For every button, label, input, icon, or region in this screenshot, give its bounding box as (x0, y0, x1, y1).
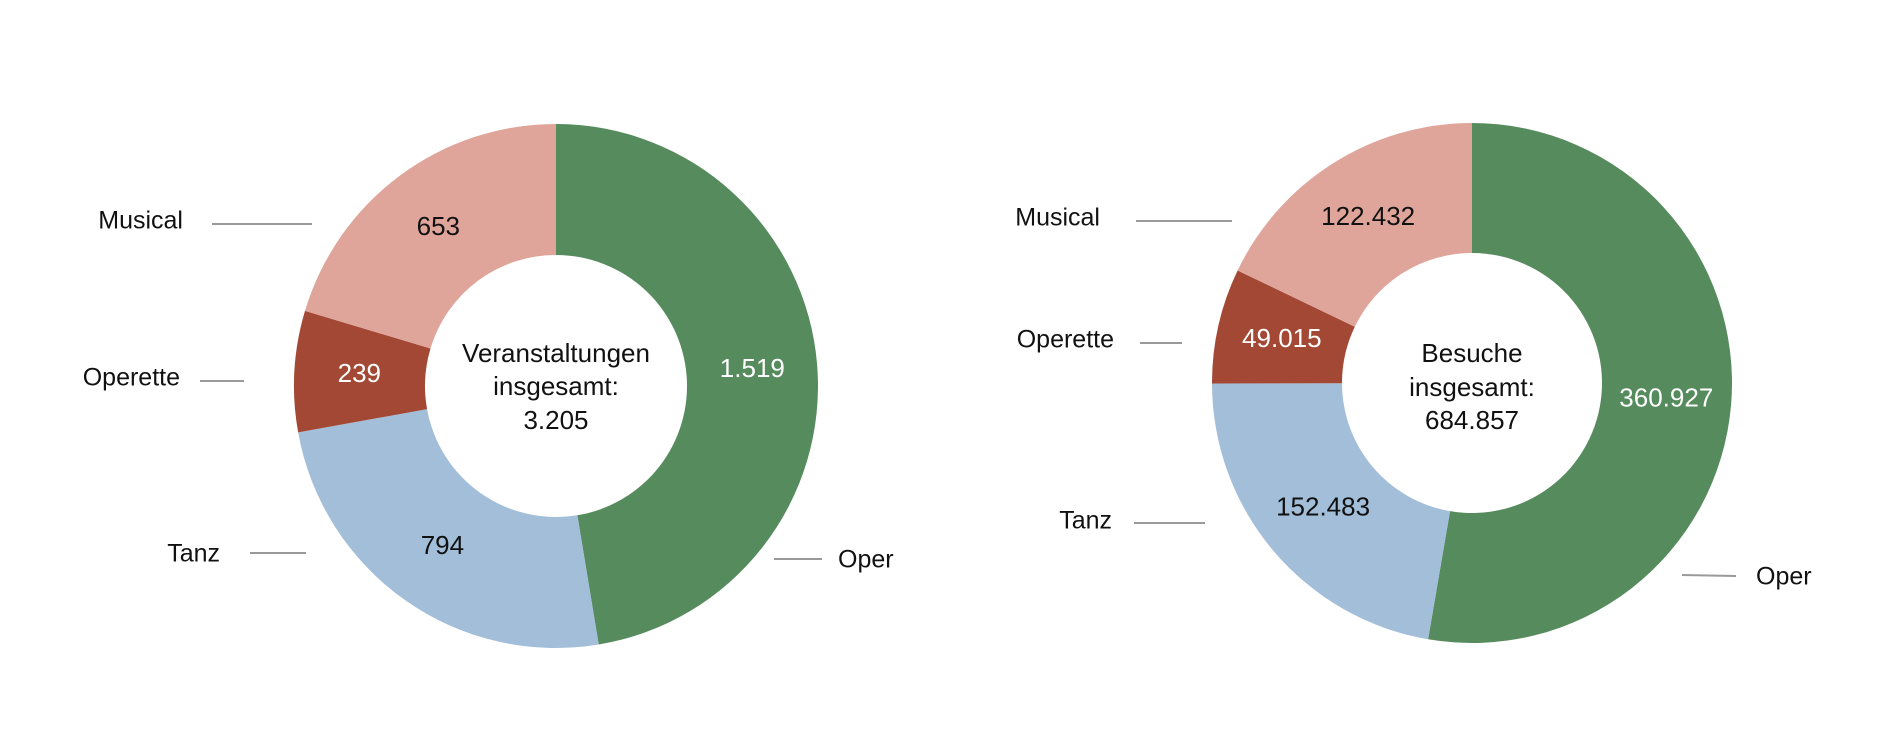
slice-musical (304, 124, 556, 349)
center-text-line-1: Besuche (1421, 338, 1522, 368)
center-text-line-2: insgesamt: (493, 371, 619, 401)
center-text-line-1: Veranstaltungen (462, 338, 650, 368)
category-label-musical: Musical (98, 207, 183, 235)
value-label-musical: 122.432 (1321, 201, 1415, 231)
category-label-tanz: Tanz (1059, 507, 1112, 535)
slice-oper (1428, 123, 1732, 643)
category-label-operette: Operette (1017, 326, 1114, 354)
donut-chart-events: 1.519 794 239 653 Oper Tanz Operette Musical Ver… (83, 124, 894, 648)
slice-oper (556, 124, 819, 645)
category-label-operette: Operette (83, 364, 180, 392)
value-label-tanz: 152.483 (1276, 492, 1370, 522)
category-label-tanz: Tanz (167, 540, 220, 568)
center-text-line-3: 3.205 (523, 405, 588, 435)
slice-operette (294, 310, 431, 433)
value-label-oper: 360.927 (1619, 382, 1713, 412)
value-label-operette: 49.015 (1242, 323, 1322, 353)
value-label-tanz: 794 (421, 530, 464, 560)
center-text-line-2: insgesamt: (1409, 372, 1535, 402)
center-text-line-3: 684.857 (1425, 405, 1519, 435)
slice-musical (1237, 123, 1472, 327)
slice-tanz (1212, 383, 1451, 640)
category-label-oper: Oper (1756, 563, 1812, 591)
leader-line-oper (1681, 574, 1737, 577)
value-label-oper: 1.519 (720, 353, 785, 383)
value-label-musical: 653 (417, 211, 460, 241)
category-label-musical: Musical (1015, 204, 1100, 232)
donut-chart-visits: 360.927 152.483 49.015 122.432 Oper Tanz Opere… (1015, 123, 1812, 643)
slice-tanz (298, 409, 599, 648)
slice-operette (1212, 270, 1355, 384)
category-label-oper: Oper (838, 546, 894, 574)
value-label-operette: 239 (338, 358, 381, 388)
